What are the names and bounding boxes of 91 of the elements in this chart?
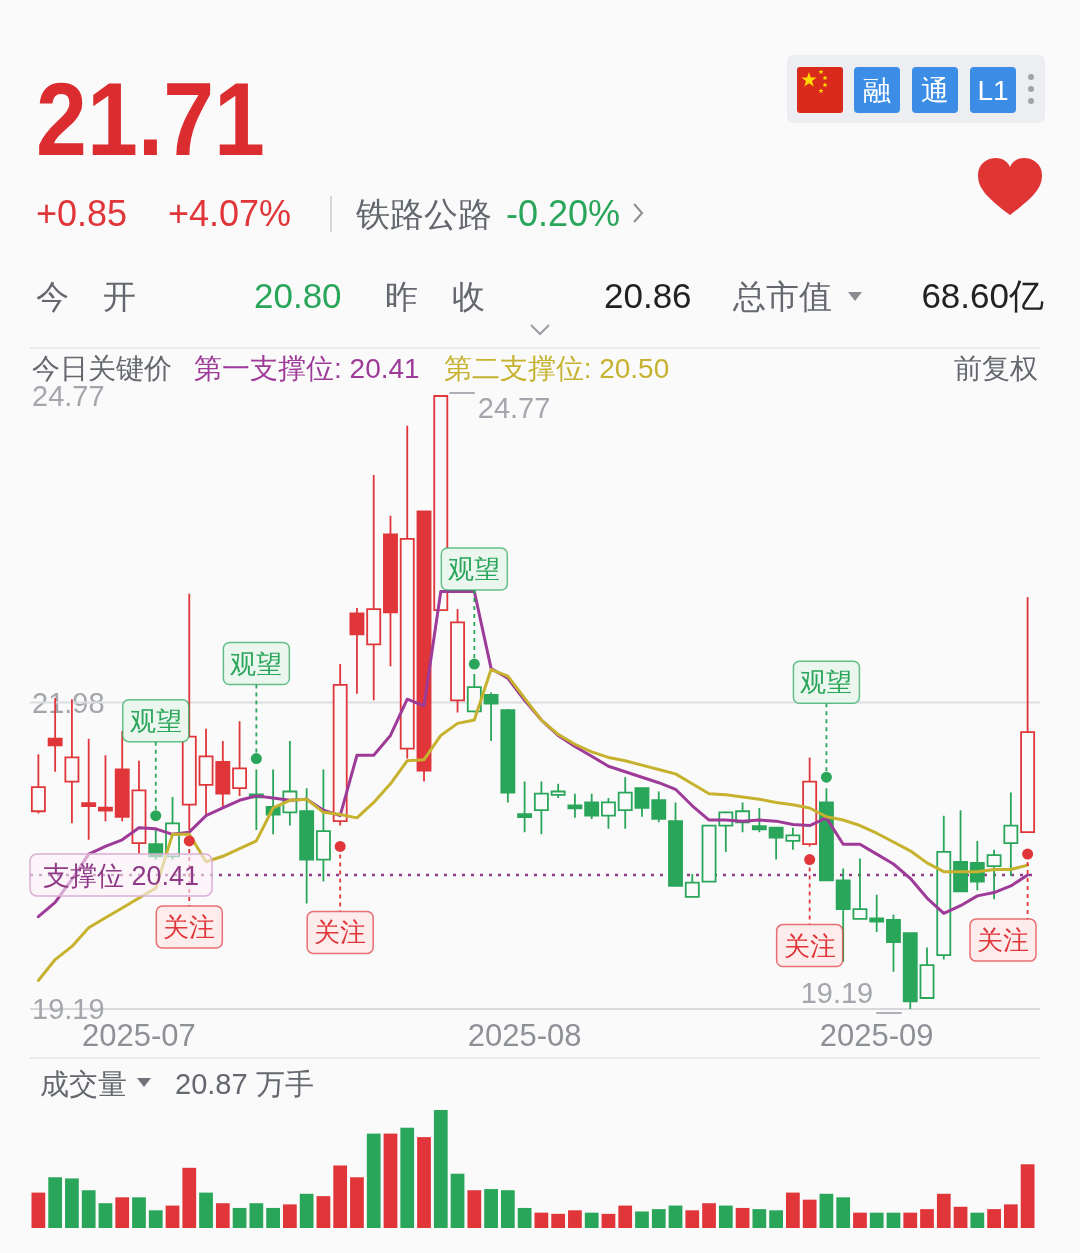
- bar: [383, 1133, 398, 1228]
- text: 21.71: [36, 61, 297, 177]
- text: +0.85: [36, 193, 128, 234]
- bar: [970, 1212, 985, 1228]
- bar: [500, 1190, 515, 1228]
- bar: [283, 1204, 297, 1228]
- bar: [936, 1193, 951, 1228]
- legend: 今日关键价 第一支撑位: 20.41 第二支撑位: 20.50: [32, 353, 670, 384]
- bar: [484, 1189, 498, 1228]
- bar: [718, 1205, 733, 1228]
- bar: [333, 1165, 348, 1228]
- data-label: 观望: [800, 667, 853, 698]
- bar: [182, 1167, 197, 1228]
- text: 昨收: [385, 278, 485, 315]
- data-label: 观望: [129, 705, 182, 736]
- bar: [417, 1137, 431, 1228]
- bar: [702, 1203, 716, 1228]
- bar: [903, 1212, 918, 1228]
- bar: [249, 1203, 264, 1228]
- text: 总市值: [732, 278, 832, 315]
- annotation: 24.77: [477, 392, 551, 424]
- bar: [316, 1196, 331, 1228]
- bar: [786, 1192, 800, 1228]
- bar: [769, 1210, 783, 1228]
- bar: [869, 1212, 884, 1228]
- bar: [215, 1203, 230, 1228]
- bar: [953, 1206, 968, 1228]
- bar: [1003, 1204, 1018, 1228]
- bar: [802, 1199, 817, 1228]
- data-label: 关注: [783, 930, 836, 961]
- bar: [65, 1178, 79, 1228]
- bar: [534, 1212, 549, 1228]
- bar: [584, 1212, 599, 1228]
- bar: [819, 1193, 834, 1228]
- bar: [752, 1209, 767, 1228]
- text: 前复权: [954, 353, 1038, 384]
- bar: [31, 1192, 46, 1228]
- bar: [920, 1209, 934, 1228]
- text: 68.60亿: [921, 276, 1044, 315]
- bar: [148, 1210, 163, 1228]
- bar: [735, 1207, 750, 1228]
- text: +4.07%: [168, 193, 292, 234]
- bar: [299, 1193, 314, 1228]
- bar: [366, 1133, 381, 1228]
- chart-title: 成交量: [40, 1068, 127, 1100]
- bar: [886, 1212, 901, 1228]
- bar: [350, 1177, 364, 1228]
- bar: [199, 1192, 213, 1228]
- bar: [635, 1211, 649, 1228]
- bar: [551, 1213, 566, 1228]
- bar: [266, 1207, 280, 1228]
- bar: [115, 1197, 130, 1228]
- bar: [400, 1127, 415, 1228]
- bar: [853, 1212, 867, 1228]
- bar: [651, 1209, 666, 1228]
- bar: [1020, 1164, 1035, 1228]
- bar: [601, 1213, 616, 1228]
- bar: [433, 1110, 448, 1228]
- bar: [618, 1205, 633, 1228]
- bar: [98, 1203, 113, 1228]
- bar: [685, 1210, 700, 1228]
- bar: [987, 1209, 1001, 1228]
- bar: [836, 1197, 851, 1228]
- bar: [165, 1205, 180, 1228]
- text: -0.20%: [506, 193, 621, 234]
- text: 融: [863, 75, 891, 106]
- text: 今开: [36, 278, 136, 315]
- ref-line-label: 支撑位 20.41: [43, 860, 200, 891]
- bar: [81, 1190, 96, 1228]
- text: 20.86: [604, 276, 692, 315]
- bar: [517, 1207, 532, 1228]
- text: 铁路公路: [355, 195, 492, 233]
- text: 20.80: [254, 276, 342, 315]
- chart-subtitle: 20.87 万手: [175, 1068, 314, 1100]
- bar: [132, 1197, 146, 1228]
- annotation: 19.19: [800, 977, 874, 1009]
- data-label: 关注: [977, 925, 1029, 956]
- bar: [48, 1177, 63, 1228]
- x-tick-label: 2025-09: [819, 1018, 934, 1053]
- bar: [450, 1173, 465, 1228]
- bar: [467, 1190, 482, 1228]
- data-label: 观望: [448, 554, 501, 585]
- bar: [568, 1210, 582, 1228]
- text: 通: [921, 75, 949, 106]
- data-label: 关注: [314, 917, 367, 948]
- bar: [668, 1205, 683, 1228]
- x-tick-label: 2025-08: [467, 1018, 582, 1053]
- text: L1: [977, 75, 1009, 106]
- data-label: 观望: [230, 648, 283, 679]
- bar: [232, 1207, 247, 1228]
- data-label: 关注: [163, 911, 216, 942]
